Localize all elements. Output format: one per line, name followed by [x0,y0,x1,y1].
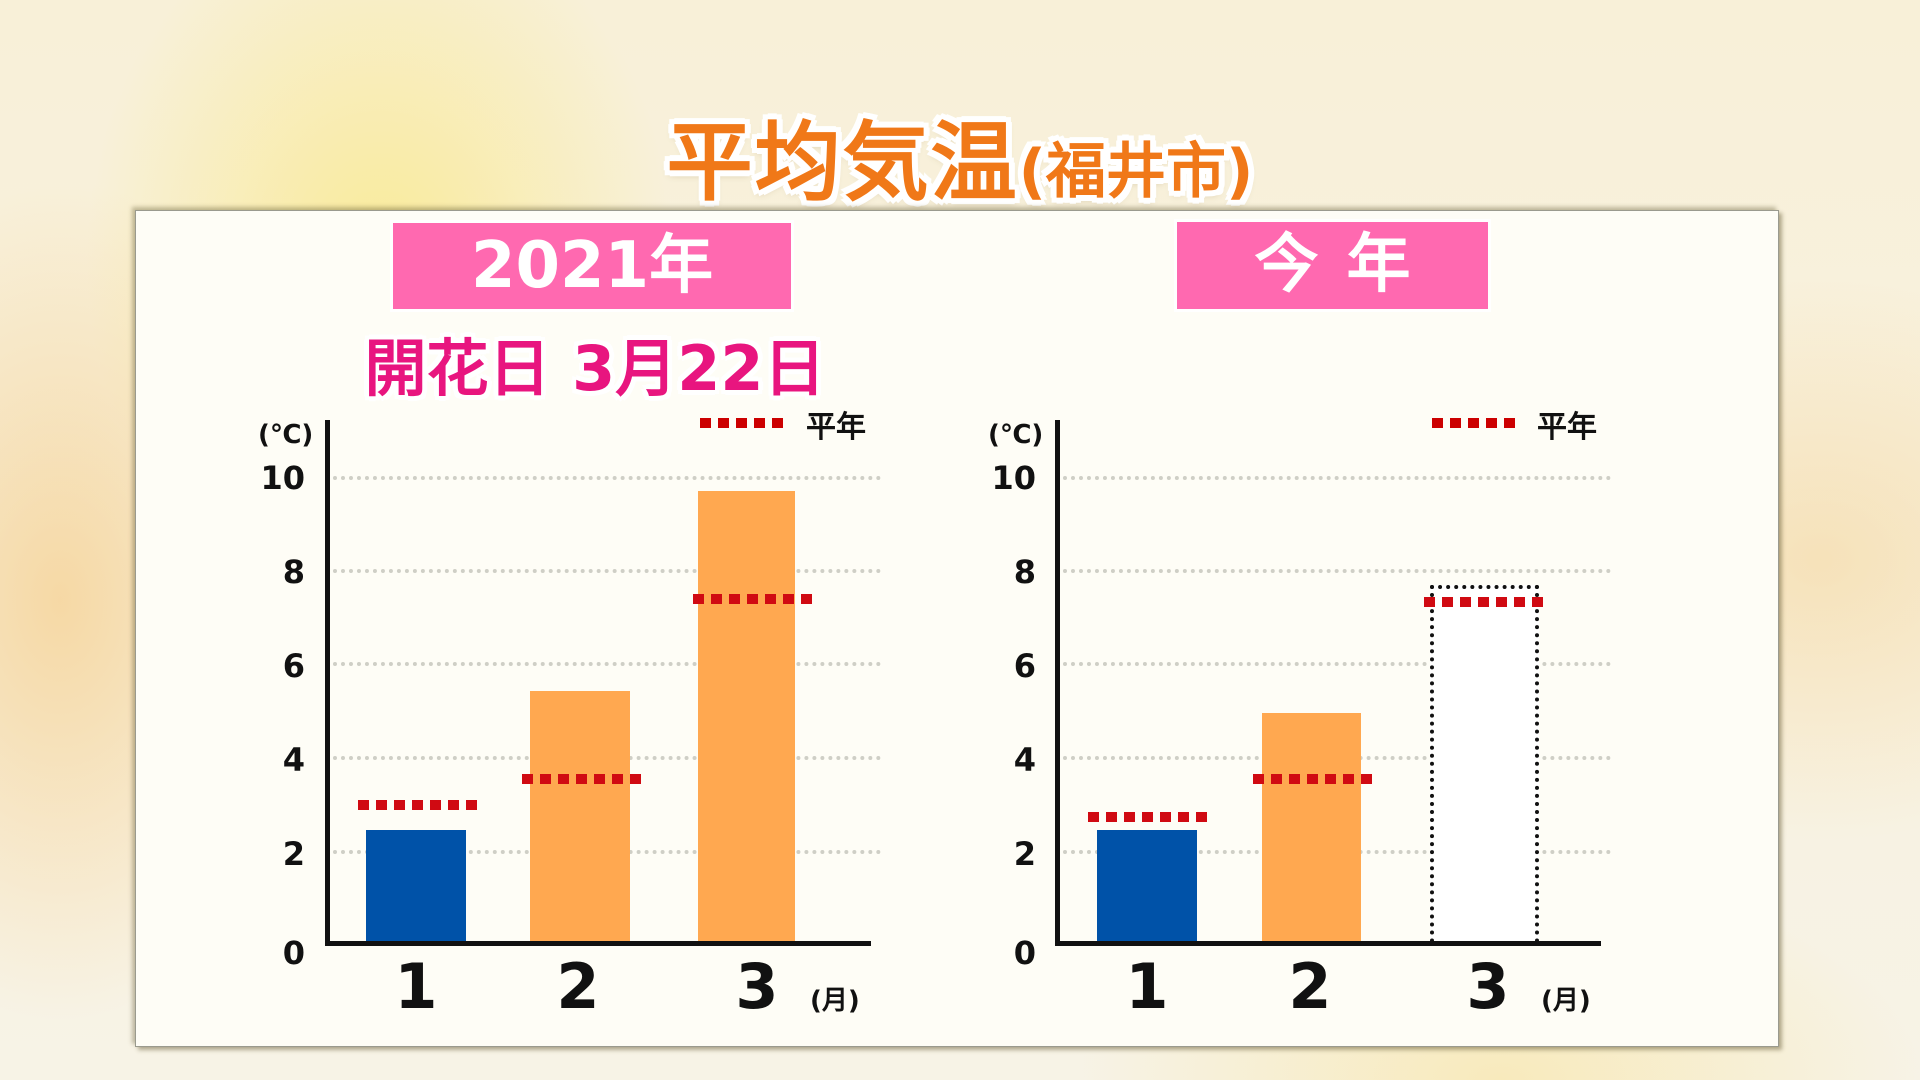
right-year-label: 今年 [1177,222,1488,309]
gridline-10 [333,476,881,480]
y-tick-6: 6 [282,647,305,685]
y-tick-2: 2 [282,835,305,873]
normal-line-feb [522,774,642,784]
x-axis [1055,941,1601,946]
y-tick-2: 2 [1013,835,1036,873]
y-tick-8: 8 [1013,553,1036,591]
x-label-jan: 1 [1125,950,1169,1023]
gridline-6 [333,662,881,666]
bar-mar [698,491,795,943]
normal-line-jan [1088,812,1208,822]
bar-feb [1262,713,1361,943]
x-axis-unit: (月) [1541,986,1591,1016]
legend-normal-label: 平年 [1537,410,1597,445]
y-tick-0: 0 [1013,934,1036,972]
normal-line-mar [1424,597,1544,607]
gridline-10 [1063,476,1611,480]
x-axis-unit: (月) [810,986,860,1016]
bar-mar-pending [1430,585,1539,943]
normal-line-mar [693,594,813,604]
x-label-feb: 2 [556,950,600,1023]
legend-normal-line-icon [1432,418,1516,428]
y-tick-8: 8 [282,553,305,591]
title-main: 平均気温 [666,113,1019,213]
y-axis-unit: (℃) [988,420,1044,450]
title-location: (福井市) [1018,137,1254,207]
bloom-date: 開花日 3月22日 [364,332,826,405]
y-tick-6: 6 [1013,647,1036,685]
x-axis [325,941,871,946]
x-label-jan: 1 [394,950,438,1023]
y-axis-unit: (℃) [258,420,314,450]
gridline-8 [333,569,881,573]
x-label-mar: 3 [735,950,779,1023]
chart-title: 平均気温(福井市) [0,92,1920,217]
y-tick-10: 10 [260,459,305,497]
x-label-feb: 2 [1288,950,1332,1023]
x-label-mar: 3 [1466,950,1510,1023]
bar-jan [366,830,466,943]
left-year-label: 2021年 [393,223,791,309]
bar-feb [530,691,630,943]
y-axis [1055,420,1060,946]
y-axis [325,420,330,946]
gridline-8 [1063,569,1611,573]
y-tick-4: 4 [282,741,305,779]
normal-line-jan [358,800,478,810]
normal-line-feb [1253,774,1373,784]
gridline-6 [1063,662,1611,666]
legend-normal-line-icon [700,418,784,428]
y-tick-10: 10 [991,459,1036,497]
y-tick-0: 0 [282,934,305,972]
legend-normal-label: 平年 [806,410,866,445]
bar-jan [1097,830,1197,943]
y-tick-4: 4 [1013,741,1036,779]
